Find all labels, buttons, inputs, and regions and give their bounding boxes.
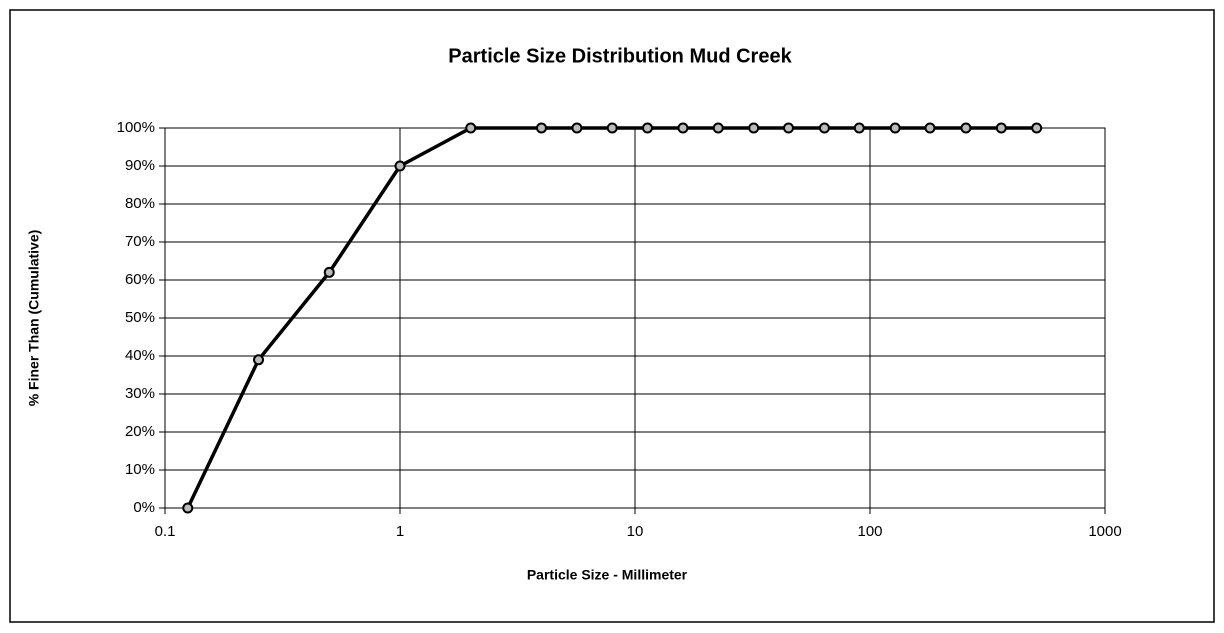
data-point: [889, 122, 901, 134]
data-line: [186, 126, 1037, 509]
y-tick-label: 40%: [125, 347, 155, 364]
data-point: [465, 122, 477, 134]
data-point: [571, 122, 583, 134]
y-tick-label: 70%: [125, 233, 155, 250]
y-axis-label: % Finer Than (Cumulative): [26, 230, 42, 407]
y-tick-label: 20%: [125, 423, 155, 440]
x-tick-label: 1000: [1088, 523, 1121, 540]
data-point: [783, 122, 795, 134]
chart-title: Particle Size Distribution Mud Creek: [448, 45, 792, 67]
y-tick-label: 10%: [125, 461, 155, 478]
y-tick-label: 30%: [125, 385, 155, 402]
data-point: [323, 266, 335, 278]
data-point: [535, 122, 547, 134]
data-point: [641, 122, 653, 134]
x-tick-label: 100: [857, 523, 882, 540]
data-point: [606, 122, 618, 134]
x-tick-label: 0.1: [155, 523, 176, 540]
data-point: [924, 122, 936, 134]
y-tick-label: 90%: [125, 157, 155, 174]
x-tick-label: 10: [627, 523, 644, 540]
data-point: [995, 122, 1007, 134]
data-point: [712, 122, 724, 134]
data-point: [960, 122, 972, 134]
y-tick-label: 50%: [125, 309, 155, 326]
x-axis-label: Particle Size - Millimeter: [527, 567, 688, 583]
data-point: [677, 122, 689, 134]
data-point: [748, 122, 760, 134]
y-tick-label: 100%: [117, 119, 155, 136]
data-point: [1031, 122, 1043, 134]
data-point: [253, 354, 265, 366]
x-tick-label: 1: [396, 523, 404, 540]
y-tick-label: 80%: [125, 195, 155, 212]
data-point: [818, 122, 830, 134]
data-point: [182, 502, 194, 514]
y-tick-label: 0%: [133, 499, 155, 516]
data-point: [853, 122, 865, 134]
y-tick-label: 60%: [125, 271, 155, 288]
data-point: [394, 160, 406, 172]
